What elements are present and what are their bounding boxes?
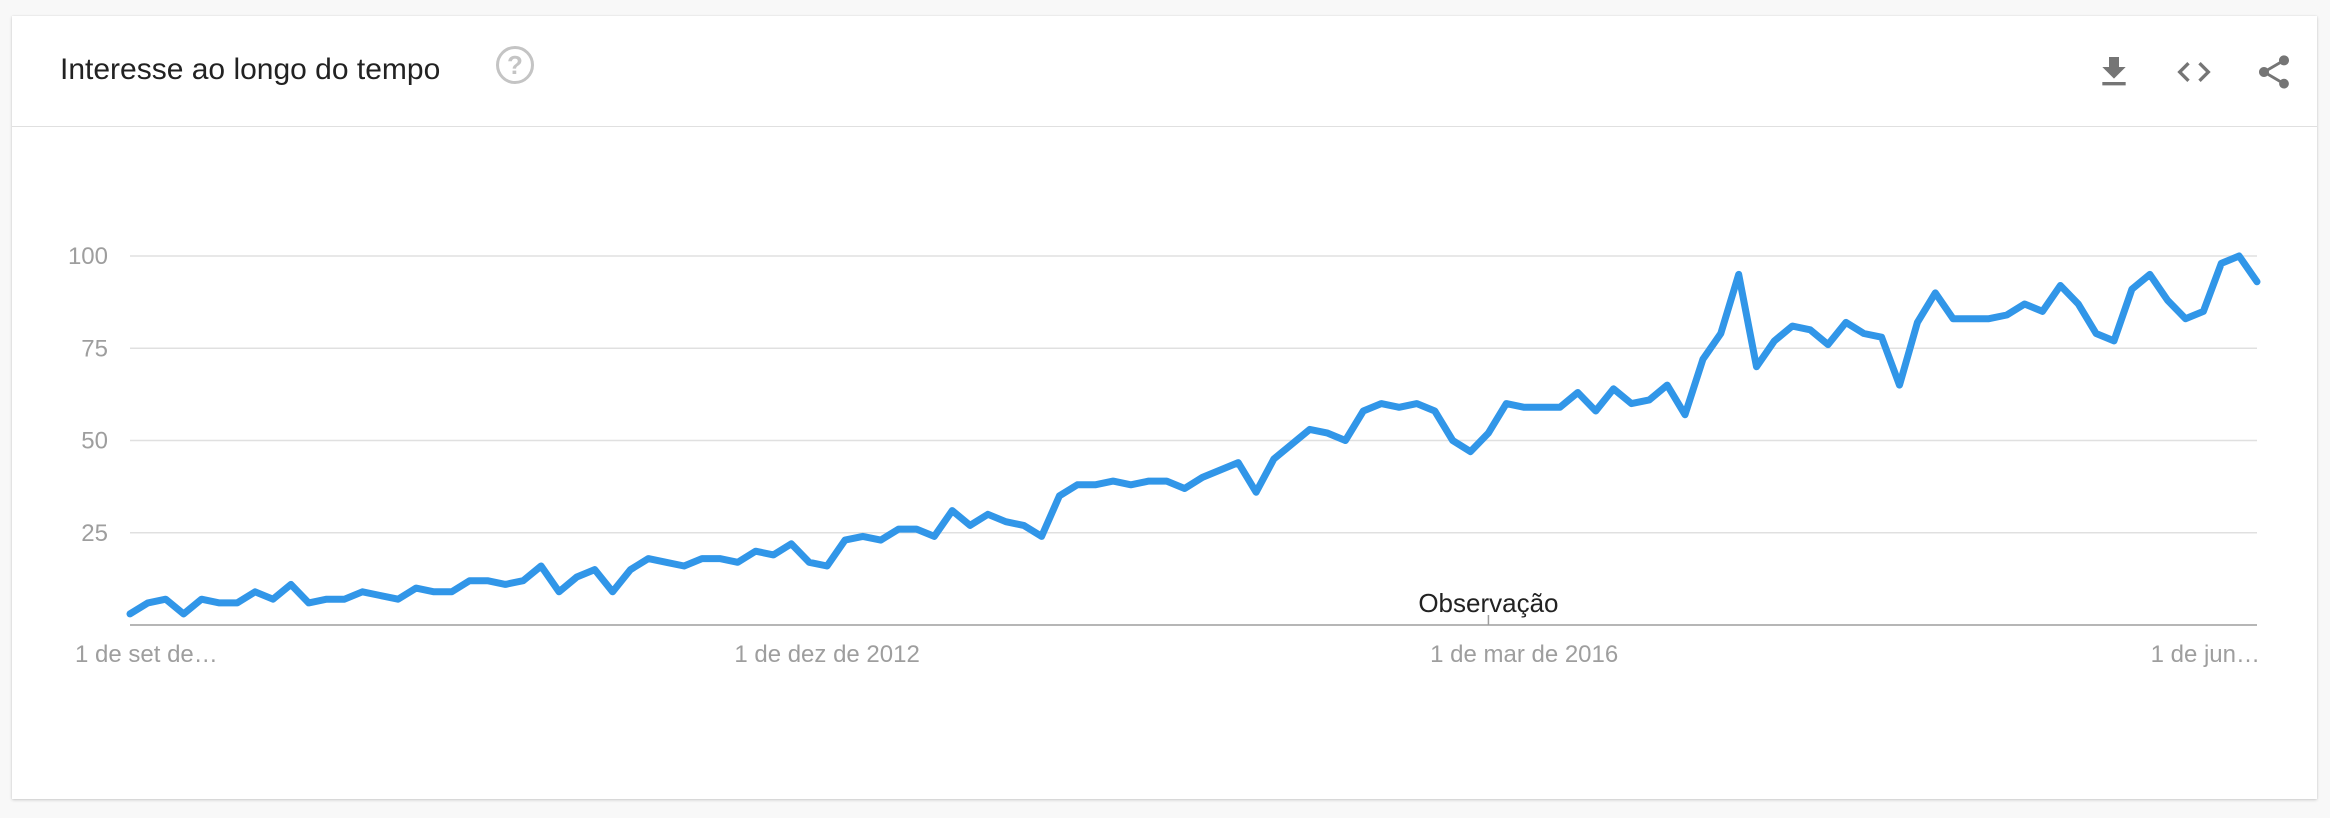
y-tick-label: 75: [81, 335, 108, 362]
interest-over-time-card: Interesse ao longo do tempo ? 25 50 75 100 1…: [12, 16, 2317, 799]
y-tick-label: 25: [81, 520, 108, 547]
interest-line-chart: 25 50 75 100 1 de set de… 1 de dez de 2012 1 d…: [12, 16, 2317, 799]
x-tick-label: 1 de jun…: [2151, 641, 2260, 668]
x-tick-label: 1 de mar de 2016: [1430, 641, 1618, 668]
series-line: [130, 256, 2257, 614]
x-tick-label: 1 de dez de 2012: [734, 641, 920, 668]
x-tick-label: 1 de set de…: [75, 641, 218, 668]
y-tick-label: 100: [68, 243, 108, 270]
annotation-label: Observação: [1418, 588, 1558, 618]
y-tick-label: 50: [81, 428, 108, 455]
